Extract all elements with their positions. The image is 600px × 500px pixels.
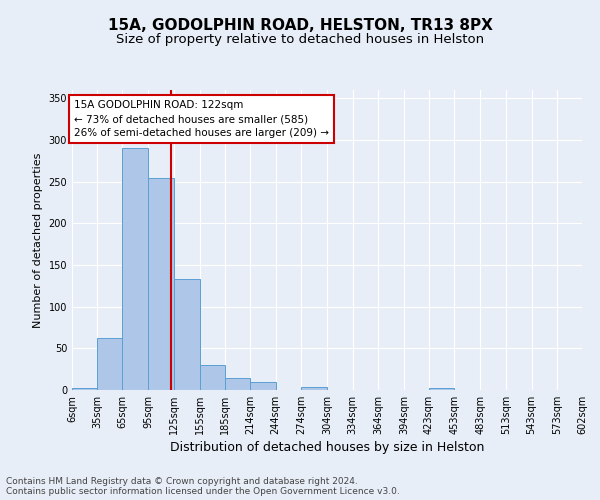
- Bar: [174, 279, 199, 390]
- Bar: [429, 388, 455, 390]
- Text: 15A GODOLPHIN ROAD: 122sqm
← 73% of detached houses are smaller (585)
26% of sem: 15A GODOLPHIN ROAD: 122sqm ← 73% of deta…: [74, 100, 329, 138]
- Text: Contains HM Land Registry data © Crown copyright and database right 2024.: Contains HM Land Registry data © Crown c…: [6, 477, 358, 486]
- Bar: [148, 178, 174, 390]
- Bar: [199, 365, 225, 390]
- Bar: [72, 388, 97, 390]
- Bar: [122, 148, 148, 390]
- Bar: [250, 382, 275, 390]
- Text: 15A, GODOLPHIN ROAD, HELSTON, TR13 8PX: 15A, GODOLPHIN ROAD, HELSTON, TR13 8PX: [107, 18, 493, 32]
- X-axis label: Distribution of detached houses by size in Helston: Distribution of detached houses by size …: [170, 441, 484, 454]
- Y-axis label: Number of detached properties: Number of detached properties: [33, 152, 43, 328]
- Text: Size of property relative to detached houses in Helston: Size of property relative to detached ho…: [116, 32, 484, 46]
- Bar: [97, 338, 122, 390]
- Text: Contains public sector information licensed under the Open Government Licence v3: Contains public sector information licen…: [6, 487, 400, 496]
- Bar: [225, 378, 250, 390]
- Bar: [301, 386, 327, 390]
